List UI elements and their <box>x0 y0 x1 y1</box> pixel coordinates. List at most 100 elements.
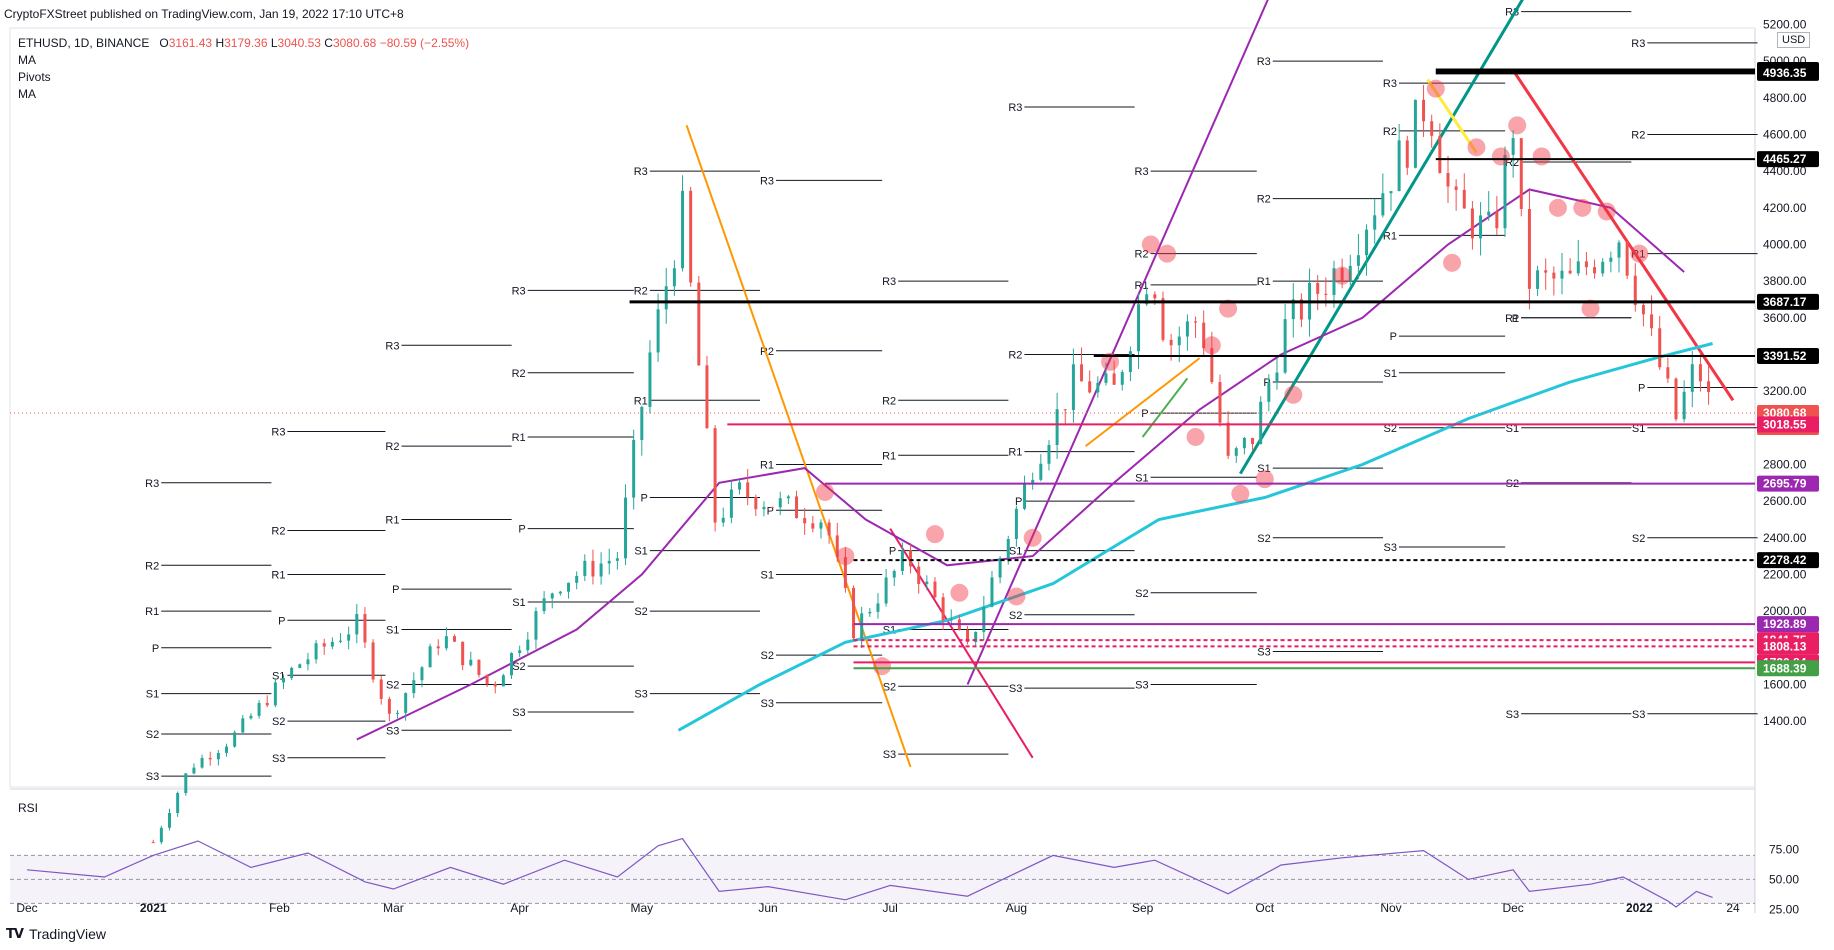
x-tick-label: Aug <box>1006 901 1027 915</box>
candle-body <box>1324 293 1328 295</box>
price-badge-label: 1808.13 <box>1763 639 1807 653</box>
candle-body <box>1120 372 1124 385</box>
highlight-circle <box>1508 116 1527 135</box>
rsi-title: RSI <box>18 801 39 815</box>
candle-body <box>1259 401 1263 444</box>
indicator-pivots[interactable]: Pivots <box>18 70 51 84</box>
candle-body <box>151 842 155 844</box>
price-badge <box>1757 638 1819 655</box>
purple-channel-line <box>966 0 1269 685</box>
candle-body <box>1063 409 1067 411</box>
candle-body <box>949 619 953 621</box>
candle-body <box>1650 314 1654 329</box>
candle-body <box>200 757 204 768</box>
candle-body <box>1039 463 1043 480</box>
candle-body <box>1071 364 1075 411</box>
candle-body <box>664 286 668 310</box>
x-tick-label: May <box>630 901 653 915</box>
candle-body <box>860 613 864 639</box>
candle-body <box>1088 381 1092 393</box>
candle-body <box>1023 482 1027 509</box>
price-lines <box>10 68 1755 670</box>
change-value: −80.59 (−2.55%) <box>379 36 470 50</box>
candle-body <box>770 506 774 508</box>
candle-body <box>330 641 334 647</box>
ma-cyan-line <box>677 342 1713 732</box>
pivot-label: S3 <box>1009 683 1022 695</box>
candle-body <box>1438 135 1442 173</box>
candle-body <box>1397 140 1401 192</box>
x-tick-label: Jun <box>758 901 777 915</box>
candle-body <box>412 680 416 694</box>
indicator-ma-2[interactable]: MA <box>18 87 36 101</box>
pivot-label: S2 <box>761 650 774 662</box>
candle-body <box>257 702 261 716</box>
price-badge-label: 3391.52 <box>1763 349 1807 363</box>
pivot-label: R3 <box>145 478 159 490</box>
currency-button[interactable]: USD <box>1777 32 1811 48</box>
candle-body <box>689 190 693 283</box>
price-badge-label: 3687.17 <box>1763 295 1807 309</box>
candle-body <box>1218 382 1222 423</box>
pivot-label: P <box>1141 408 1148 420</box>
pivot-label: P <box>1390 331 1397 343</box>
candle-body <box>681 190 685 269</box>
candle-body <box>1446 172 1450 187</box>
pivot-label: S1 <box>1506 423 1519 435</box>
pivot-label: R2 <box>1135 249 1149 261</box>
candle-body <box>786 496 790 499</box>
highlight-circle <box>1491 147 1510 166</box>
green-segment <box>1141 377 1189 438</box>
candle-body <box>1405 140 1409 168</box>
candle-body <box>1593 267 1597 274</box>
pivot-label: S2 <box>634 606 647 618</box>
candle-body <box>852 587 856 639</box>
candle-body <box>396 712 400 714</box>
indicator-ma-1[interactable]: MA <box>18 53 36 67</box>
open-value: 3161.43 <box>168 36 213 50</box>
price-badge-label: 4936.35 <box>1763 66 1807 80</box>
candle-body <box>567 582 571 592</box>
highlight-circles <box>816 79 1649 676</box>
price-badge <box>1757 616 1819 633</box>
y-tick-label: 4200.00 <box>1763 201 1807 215</box>
pivot-label: R3 <box>1631 38 1645 50</box>
orange-channel-segment <box>1085 357 1201 447</box>
y-tick-label: 4000.00 <box>1763 237 1807 251</box>
candle-body <box>648 352 652 407</box>
candle-body <box>477 659 481 675</box>
pivot-label: R3 <box>1383 78 1397 90</box>
candle-body <box>1031 479 1035 483</box>
candle-body <box>493 683 497 687</box>
highlight-circle <box>1231 484 1250 503</box>
candle-body <box>1666 367 1670 379</box>
candle-body <box>1014 508 1018 540</box>
candle-body <box>1601 261 1605 274</box>
candle-body <box>534 611 538 640</box>
pivot-label: P <box>1512 313 1519 325</box>
price-badge <box>1757 293 1819 310</box>
candle-body <box>1495 211 1499 229</box>
candle-body <box>1291 299 1295 320</box>
highlight-circle <box>1467 138 1486 157</box>
pivot-label: S2 <box>1257 533 1270 545</box>
pivot-label: R2 <box>512 368 526 380</box>
candle-body <box>990 577 994 607</box>
candle-body <box>1275 372 1279 383</box>
price-badge <box>1757 416 1819 433</box>
pivot-levels: R3R2R1PS1S2S3R3R2R1PS1S2S3R3R2R1PS1S2S3R… <box>145 7 1758 783</box>
candle-body <box>925 581 929 584</box>
pivot-label: R2 <box>385 441 399 453</box>
yellow-segment <box>1426 78 1478 154</box>
y-tick-label: 2000.00 <box>1763 604 1807 618</box>
candle-body <box>184 773 188 794</box>
highlight-circle <box>1426 79 1445 98</box>
low-label: L <box>270 36 278 50</box>
candle-body <box>1080 364 1084 382</box>
candle-body <box>192 767 196 774</box>
highlight-circle <box>1573 198 1592 217</box>
footer-brand[interactable]: 𝗧𝗩 TradingView <box>6 926 106 942</box>
candle-body <box>917 566 921 584</box>
candle-body <box>941 597 945 621</box>
